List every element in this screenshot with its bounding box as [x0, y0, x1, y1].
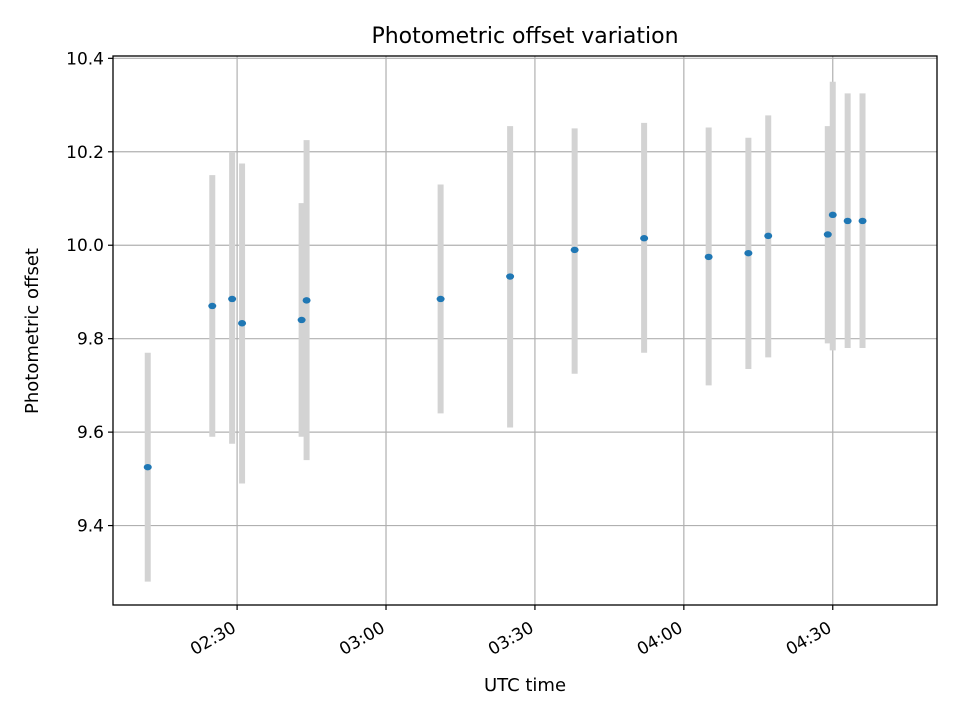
y-tick-label: 9.4	[77, 517, 104, 537]
y-axis-ticks: 9.4 9.6 9.8 10.0 10.2 10.4	[66, 49, 113, 537]
data-point	[744, 249, 753, 257]
x-axis-label: UTC time	[484, 675, 566, 696]
y-tick-label: 10.2	[66, 143, 104, 163]
data-point	[297, 316, 306, 324]
data-point	[704, 253, 713, 261]
y-axis-label: Photometric offset	[22, 248, 43, 414]
chart-title: Photometric offset variation	[371, 24, 678, 49]
data-point	[208, 302, 217, 310]
y-tick-label: 10.4	[66, 49, 104, 69]
data-point	[143, 463, 152, 471]
data-point	[828, 211, 837, 219]
data-points	[143, 211, 867, 471]
data-point	[228, 295, 237, 303]
y-tick-label: 9.6	[77, 423, 104, 443]
y-tick-label: 9.8	[77, 330, 104, 350]
data-point	[436, 295, 445, 303]
data-point	[843, 217, 852, 225]
data-point	[302, 297, 311, 304]
data-point	[640, 235, 649, 242]
data-point	[238, 320, 247, 327]
plot-frame	[112, 55, 938, 606]
data-point	[764, 232, 773, 240]
data-point	[506, 273, 515, 280]
data-point	[858, 217, 867, 225]
data-point	[823, 231, 832, 238]
y-tick-label: 10.0	[66, 236, 104, 256]
data-point	[570, 246, 579, 254]
